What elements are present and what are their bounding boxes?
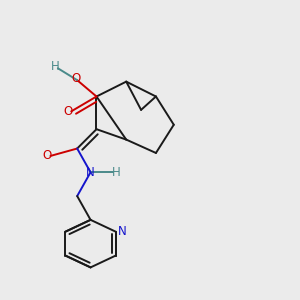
Text: H: H: [50, 60, 59, 73]
Text: N: N: [117, 225, 126, 238]
Text: O: O: [43, 149, 52, 162]
Text: O: O: [71, 72, 80, 85]
Text: H: H: [111, 166, 120, 179]
Text: O: O: [64, 105, 73, 118]
Text: N: N: [86, 166, 95, 179]
